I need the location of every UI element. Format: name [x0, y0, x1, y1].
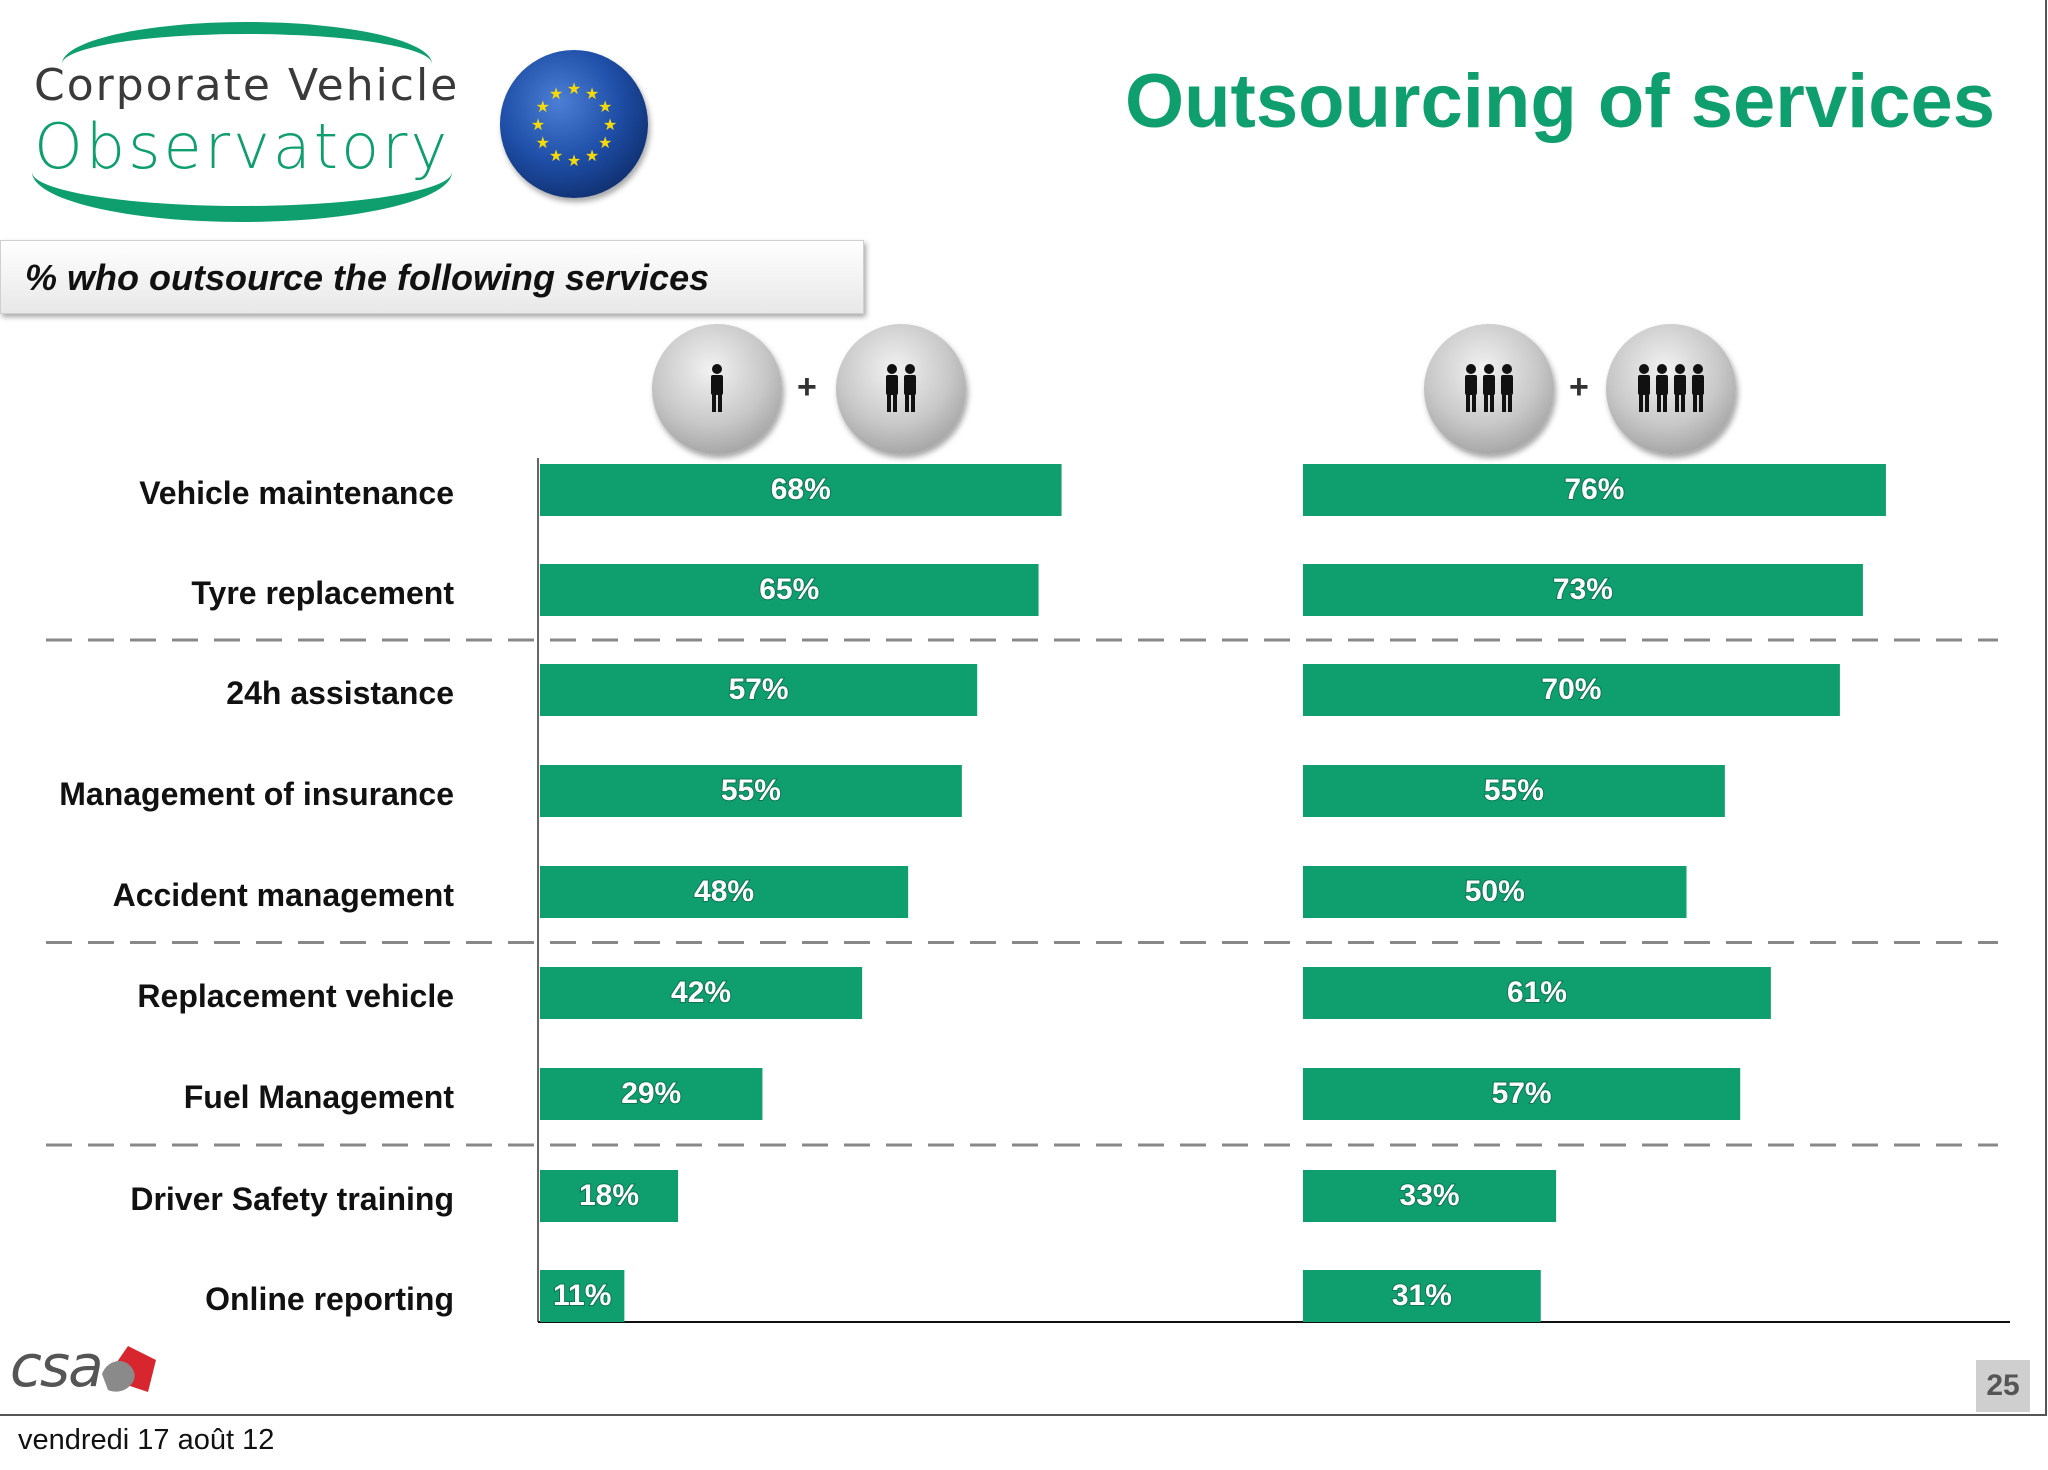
category-label: Replacement vehicle [137, 978, 454, 1014]
two-persons-icon [836, 324, 966, 454]
bar [540, 664, 978, 716]
bar [540, 564, 1039, 616]
logo-text-line2: Observatory [34, 110, 451, 183]
person-figure-icon [1692, 364, 1704, 412]
bar [1303, 564, 1863, 616]
bar [1303, 866, 1687, 918]
eu-star-icon: ★ [549, 146, 563, 165]
person-figure-icon [1638, 364, 1650, 412]
category-label: Accident management [113, 877, 455, 913]
eu-star-icon: ★ [536, 97, 550, 116]
csa-logo-mark [102, 1346, 156, 1392]
eu-star-icon: ★ [603, 115, 617, 134]
bar [540, 866, 909, 918]
category-label: Fuel Management [184, 1079, 455, 1115]
person-figure-icon [1465, 364, 1477, 412]
eu-star-icon: ★ [536, 133, 550, 152]
subtitle-banner: % who outsource the following services [0, 240, 864, 314]
category-label: Online reporting [205, 1281, 454, 1317]
slide-title: Outsourcing of services [1124, 59, 1995, 144]
corporate-vehicle-observatory-logo: Corporate Vehicle Observatory [22, 22, 462, 222]
bar-value-label: 55% [721, 774, 781, 807]
bar-value-label: 42% [671, 976, 731, 1009]
eu-star-icon: ★ [531, 115, 545, 134]
plus-sign: + [1569, 368, 1589, 406]
eu-star-icon: ★ [567, 79, 581, 98]
csa-logo-text: csa [10, 1332, 104, 1400]
person-figure-icon [886, 364, 898, 412]
person-figure-icon [1656, 364, 1668, 412]
person-figure-icon [1501, 364, 1513, 412]
eu-star-icon: ★ [585, 84, 599, 103]
bar-value-label: 76% [1564, 473, 1624, 506]
bar-value-label: 11% [553, 1279, 611, 1312]
bar [540, 464, 1062, 516]
person-figure-icon [1674, 364, 1686, 412]
bar-value-label: 29% [621, 1077, 681, 1110]
bar [1303, 664, 1840, 716]
category-label: Management of insurance [59, 776, 454, 812]
person-figure-icon [711, 364, 723, 412]
bar [1303, 765, 1725, 817]
bar [1303, 967, 1771, 1019]
bar-value-label: 55% [1484, 774, 1544, 807]
bar-value-label: 57% [729, 673, 789, 706]
three-persons-icon [1424, 324, 1554, 454]
eu-star-icon: ★ [549, 84, 563, 103]
eu-star-icon: ★ [598, 133, 612, 152]
bar [1303, 464, 1886, 516]
category-label: 24h assistance [226, 675, 454, 711]
person-figure-icon [1483, 364, 1495, 412]
logo-text-line1: Corporate Vehicle [34, 60, 460, 111]
bar-chart: Vehicle maintenance Tyre replacement 24h a… [46, 458, 2010, 1323]
bar-value-label: 61% [1507, 976, 1567, 1009]
bar [1303, 1270, 1541, 1322]
eu-globe-icon: ★ ★ ★ ★ ★ ★ ★ ★ ★ ★ ★ ★ [500, 50, 648, 198]
bar-value-label: 73% [1553, 573, 1613, 606]
bar-value-label: 31% [1392, 1279, 1452, 1312]
eu-star-icon: ★ [567, 151, 581, 170]
bar-value-label: 33% [1400, 1179, 1460, 1212]
page-number: 25 [1976, 1360, 2030, 1412]
eu-star-icon: ★ [585, 146, 599, 165]
eu-star-icon: ★ [598, 97, 612, 116]
bar-value-label: 57% [1492, 1077, 1552, 1110]
category-label: Vehicle maintenance [139, 475, 454, 511]
bar [540, 1170, 679, 1222]
category-label: Tyre replacement [191, 575, 454, 611]
bar-value-label: 70% [1541, 673, 1601, 706]
person-figure-icon [904, 364, 916, 412]
subtitle-text: % who outsource the following services [25, 257, 710, 298]
bar [540, 1068, 763, 1120]
bar-value-label: 68% [771, 473, 831, 506]
bar [540, 1270, 625, 1322]
csa-logo: csa [10, 1332, 170, 1412]
bar-value-label: 65% [759, 573, 819, 606]
bar [540, 967, 863, 1019]
bar-value-label: 50% [1465, 875, 1525, 908]
footer-date: vendredi 17 août 12 [18, 1424, 275, 1456]
plus-sign: + [797, 368, 817, 406]
one-person-icon [652, 324, 782, 454]
bar [540, 765, 962, 817]
slide: Corporate Vehicle Observatory ★ ★ ★ ★ ★ ★ ★ ★ ★ ★… [0, 0, 2047, 1416]
four-persons-icon [1606, 324, 1736, 454]
category-label: Driver Safety training [130, 1181, 454, 1217]
bar [1303, 1170, 1557, 1222]
bar [1303, 1068, 1741, 1120]
bar-value-label: 18% [579, 1179, 639, 1212]
bar-value-label: 48% [694, 875, 754, 908]
